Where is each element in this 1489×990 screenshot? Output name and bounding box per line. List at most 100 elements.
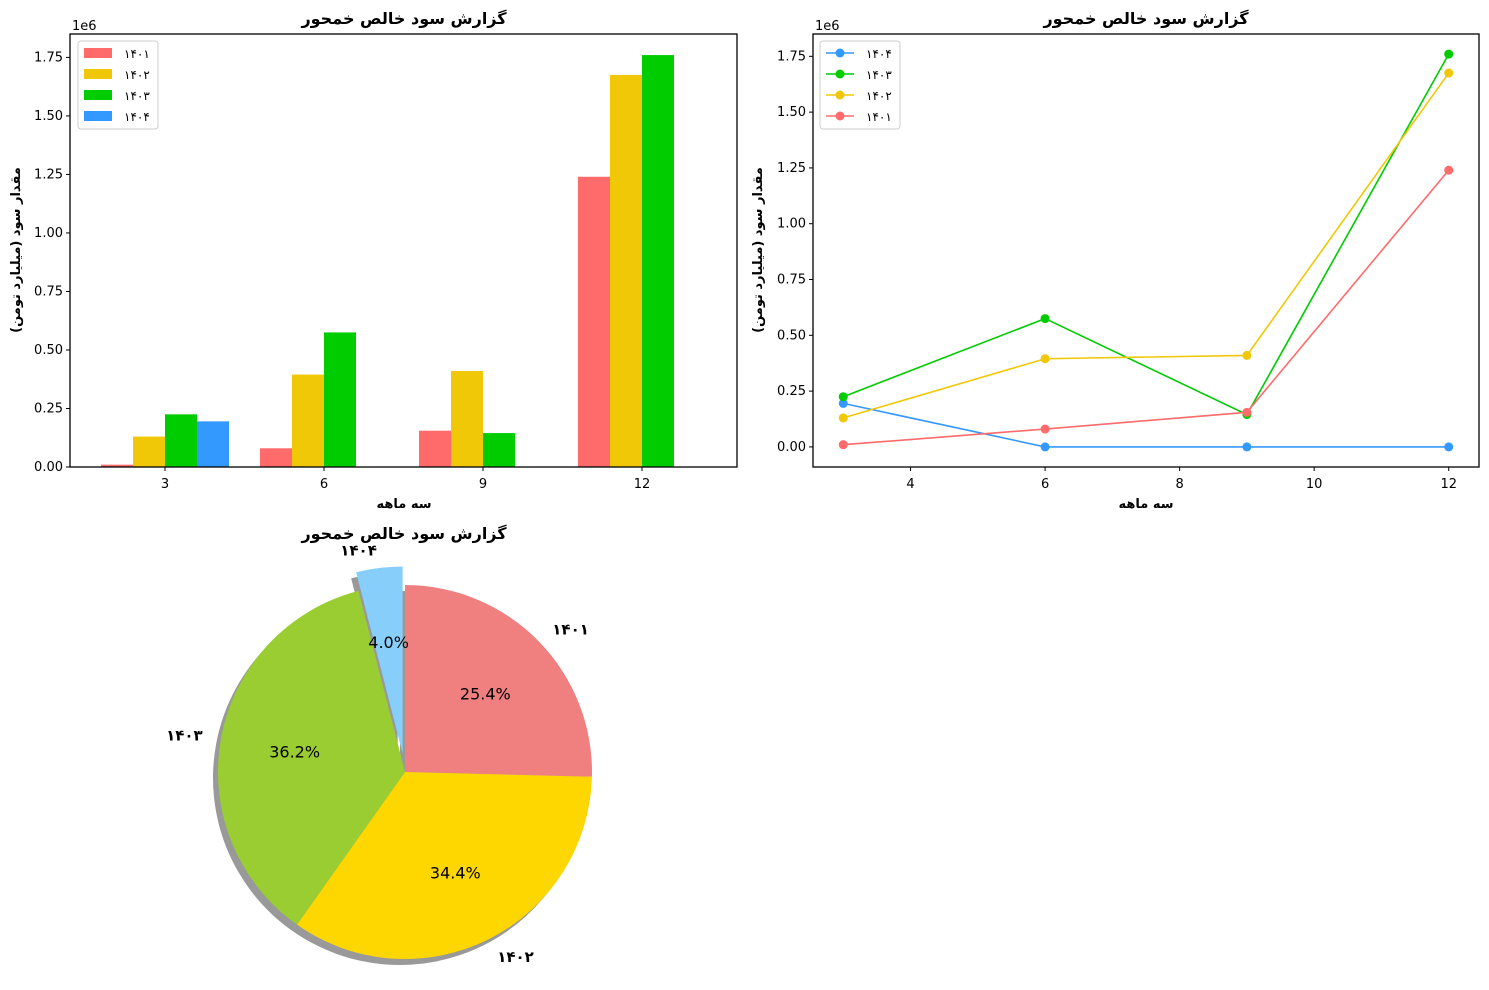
- series-line: [843, 72, 1450, 419]
- pie-slice-label: ۱۴۰۲: [497, 948, 534, 966]
- bar-legend-label: ۱۴۰۱: [124, 47, 150, 61]
- bar: [133, 436, 165, 467]
- bar-legend-swatch: [84, 69, 112, 79]
- line-y-tick-label: 1.25: [777, 161, 806, 176]
- bar-chart-multiplier: 1e6: [72, 19, 97, 34]
- line-x-tick-label: 12: [1440, 477, 1457, 492]
- line-chart-xlabel: سه ماهه: [1118, 497, 1173, 512]
- pie-slice-label: ۱۴۰۴: [340, 541, 377, 559]
- pie-percent-label: 25.4%: [460, 685, 511, 704]
- data-point: [1444, 49, 1454, 59]
- pie-slice-label: ۱۴۰۳: [166, 727, 203, 745]
- pie-percent-label: 4.0%: [368, 633, 409, 652]
- bar-y-tick-label: 0.25: [34, 401, 63, 416]
- pie-slice: [217, 590, 405, 925]
- bar: [324, 332, 356, 467]
- data-point: [1444, 442, 1454, 452]
- line-legend-label: ۱۴۰۳: [866, 68, 892, 82]
- line-x-tick-label: 6: [1041, 477, 1049, 492]
- bar: [578, 176, 610, 467]
- data-point: [838, 392, 848, 402]
- bar-y-tick-label: 1.75: [34, 50, 63, 65]
- line-chart-multiplier: 1e6: [815, 19, 840, 34]
- data-point: [1040, 354, 1050, 364]
- bar-legend-box: [77, 40, 159, 130]
- data-point: [838, 398, 848, 408]
- line-x-tick-label: 8: [1175, 477, 1183, 492]
- bar-legend-label: ۱۴۰۲: [124, 68, 150, 82]
- line-chart-title: گزارش سود خالص خمحور: [1042, 9, 1249, 28]
- data-point: [1242, 407, 1252, 417]
- bar-x-tick-label: 3: [161, 477, 169, 492]
- pie-slice-label: ۱۴۰۱: [552, 620, 589, 638]
- pie-slice: [405, 585, 592, 777]
- data-point: [1040, 424, 1050, 434]
- bar-legend-label: ۱۴۰۴: [124, 110, 150, 124]
- series-line: [843, 169, 1450, 446]
- bar-legend-swatch: [84, 48, 112, 58]
- bar-chart-title: گزارش سود خالص خمحور: [300, 9, 507, 28]
- bar: [260, 448, 292, 467]
- data-point: [1040, 442, 1050, 452]
- line-y-tick-label: 1.50: [777, 105, 806, 120]
- bar-legend-swatch: [84, 111, 112, 121]
- bar-legend-swatch: [84, 90, 112, 100]
- bar: [165, 414, 197, 467]
- line-legend-label: ۱۴۰۲: [866, 89, 892, 103]
- line-legend-label: ۱۴۰۱: [866, 110, 892, 124]
- line-legend-box: [819, 40, 901, 130]
- bar: [642, 55, 674, 467]
- bar: [451, 371, 483, 467]
- pie-chart-title: گزارش سود خالص خمحور: [300, 524, 507, 543]
- bar-y-tick-label: 0.00: [34, 460, 63, 475]
- line-chart-frame: [812, 33, 1480, 468]
- line-chart-ylabel: مقدار سود (میلیارد تومن): [751, 167, 766, 333]
- line-legend: ۱۴۰۴ ۱۴۰۳ ۱۴۰۲ ۱۴۰۱: [819, 40, 901, 130]
- bar-chart-xlabel: سه ماهه: [376, 497, 431, 512]
- series-line: [842, 53, 1450, 416]
- data-point: [1242, 442, 1252, 452]
- bar: [292, 374, 324, 467]
- bar: [610, 74, 642, 467]
- pie-chart: گزارش سود خالص خمحور 25.4% ۱۴۰۱ 34.4% ۱۴۰۲ 3…: [166, 524, 592, 966]
- data-point: [1444, 165, 1454, 175]
- line-y-tick-label: 0.00: [777, 440, 806, 455]
- line-y-tick-label: 0.75: [777, 273, 806, 288]
- line-y-tick-label: 0.50: [777, 328, 806, 343]
- line-legend-marker: [835, 111, 845, 121]
- line-chart: گزارش سود خالص خمحور 1e6 سه ماهه مقدار س…: [751, 9, 1480, 512]
- bar: [101, 464, 133, 467]
- line-y-tick-label: 1.00: [777, 217, 806, 232]
- data-point: [1242, 350, 1252, 360]
- pie-slice: [356, 566, 403, 754]
- data-point: [1444, 68, 1454, 78]
- bar-y-tick-label: 1.50: [34, 109, 63, 124]
- data-point: [838, 440, 848, 450]
- pie-percent-label: 34.4%: [430, 863, 481, 882]
- data-point: [1040, 314, 1050, 324]
- line-legend-marker: [835, 69, 845, 79]
- bar: [419, 430, 451, 467]
- bar-y-tick-label: 1.00: [34, 226, 63, 241]
- line-legend-label: ۱۴۰۴: [866, 47, 892, 61]
- line-x-tick-label: 4: [906, 477, 914, 492]
- bar-y-tick-label: 1.25: [34, 167, 63, 182]
- bar-legend-label: ۱۴۰۳: [124, 89, 150, 103]
- bar: [197, 421, 229, 467]
- data-point: [838, 413, 848, 423]
- bar-chart-frame: [69, 33, 738, 468]
- line-legend-marker: [835, 90, 845, 100]
- bar-x-tick-label: 9: [479, 477, 487, 492]
- pie-percent-label: 36.2%: [269, 743, 320, 762]
- line-x-tick-label: 10: [1306, 477, 1323, 492]
- line-legend-marker: [835, 48, 845, 58]
- line-y-tick-label: 1.75: [777, 49, 806, 64]
- bar-x-tick-label: 12: [634, 477, 651, 492]
- bar-chart: گزارش سود خالص خمحور 1e6 سه ماهه مقدار س…: [9, 9, 738, 512]
- bar-legend: ۱۴۰۱ ۱۴۰۲ ۱۴۰۳ ۱۴۰۴: [77, 40, 159, 130]
- bar-chart-ylabel: مقدار سود (میلیارد تومن): [9, 167, 24, 333]
- pie-slice: [296, 772, 592, 960]
- bar-x-tick-label: 6: [320, 477, 328, 492]
- line-y-tick-label: 0.25: [777, 384, 806, 399]
